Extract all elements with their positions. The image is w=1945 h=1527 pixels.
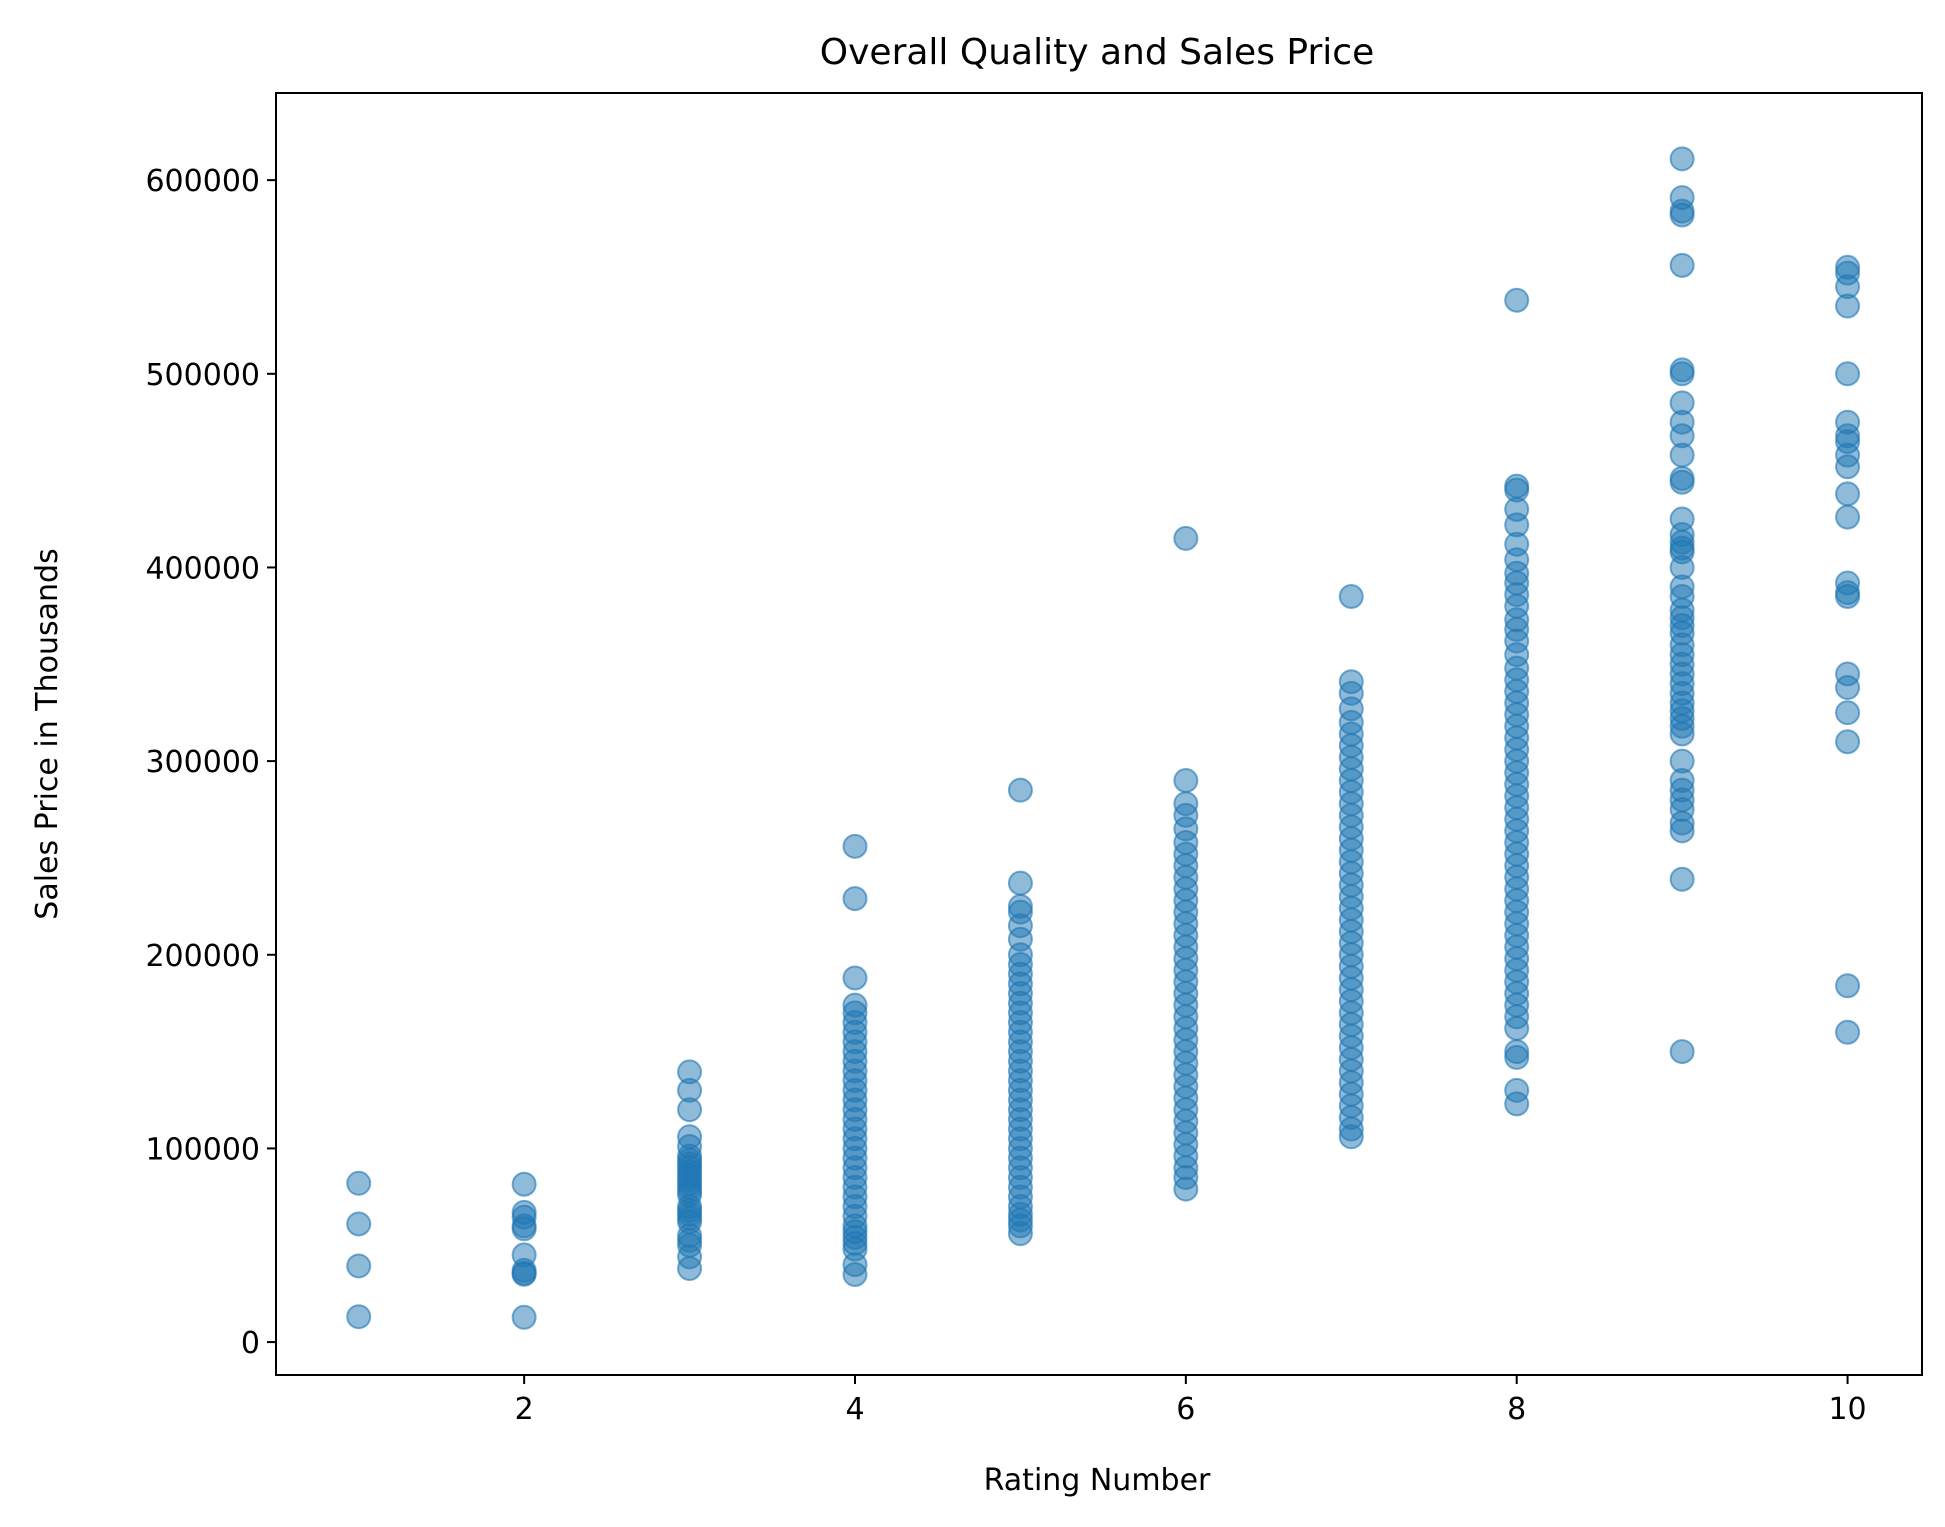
data-point (1669, 866, 1695, 892)
data-point (1504, 1015, 1530, 1041)
data-point (842, 1261, 868, 1287)
x-axis: 2 4 6 8 10 (515, 1375, 1867, 1427)
y-tick-label: 0 (241, 1326, 260, 1361)
data-point (511, 1304, 537, 1330)
data-point (1669, 442, 1695, 468)
data-point (1669, 818, 1695, 844)
data-point (1669, 252, 1695, 278)
data-point (1007, 1221, 1033, 1247)
data-point (1007, 777, 1033, 803)
data-point (1835, 584, 1861, 610)
y-tick-label: 500000 (145, 358, 260, 393)
x-tick-label: 2 (515, 1392, 534, 1427)
data-point (511, 1171, 537, 1197)
plot-frame (275, 92, 1923, 1376)
data-point (1173, 525, 1199, 551)
data-point (1669, 361, 1695, 387)
data-point (1835, 973, 1861, 999)
points-layer (346, 146, 1861, 1330)
data-point (677, 1097, 703, 1123)
data-point (511, 1261, 537, 1287)
data-point (1835, 361, 1861, 387)
data-point (1007, 870, 1033, 896)
y-tick-label: 600000 (145, 164, 260, 199)
y-tick-label: 100000 (145, 1132, 260, 1167)
x-tick-label: 4 (845, 1392, 864, 1427)
data-point (842, 833, 868, 859)
data-point (1504, 1044, 1530, 1070)
data-point (1835, 700, 1861, 726)
data-point (677, 1255, 703, 1281)
data-point (346, 1170, 372, 1196)
data-point (346, 1304, 372, 1330)
x-tick-label: 8 (1507, 1392, 1526, 1427)
data-point (842, 965, 868, 991)
data-point (842, 886, 868, 912)
data-point (1835, 504, 1861, 530)
data-point (1835, 1019, 1861, 1045)
data-point (1835, 675, 1861, 701)
x-tick-label: 10 (1828, 1392, 1866, 1427)
data-point (1835, 454, 1861, 480)
data-point (1173, 767, 1199, 793)
data-point (1835, 293, 1861, 319)
data-point (1338, 1124, 1364, 1150)
data-point (1669, 1039, 1695, 1065)
y-axis-label: Sales Price in Thousands (30, 548, 65, 919)
y-tick-label: 300000 (145, 745, 260, 780)
data-point (1504, 287, 1530, 313)
data-point (1669, 202, 1695, 228)
chart-title: Overall Quality and Sales Price (820, 32, 1374, 73)
y-tick-label: 400000 (145, 551, 260, 586)
data-point (346, 1211, 372, 1237)
data-point (346, 1253, 372, 1279)
y-tick-label: 200000 (145, 939, 260, 974)
x-axis-label: Rating Number (984, 1463, 1211, 1498)
y-axis: 0 100000 200000 300000 400000 500000 600000 (145, 164, 276, 1361)
data-point (1835, 729, 1861, 755)
x-tick-label: 6 (1176, 1392, 1195, 1427)
data-point (1669, 469, 1695, 495)
data-point (1669, 721, 1695, 747)
data-point (511, 1216, 537, 1242)
data-point (1173, 1176, 1199, 1202)
data-point (1835, 481, 1861, 507)
data-point (1504, 1091, 1530, 1117)
data-point (1338, 584, 1364, 610)
data-point (1669, 146, 1695, 172)
